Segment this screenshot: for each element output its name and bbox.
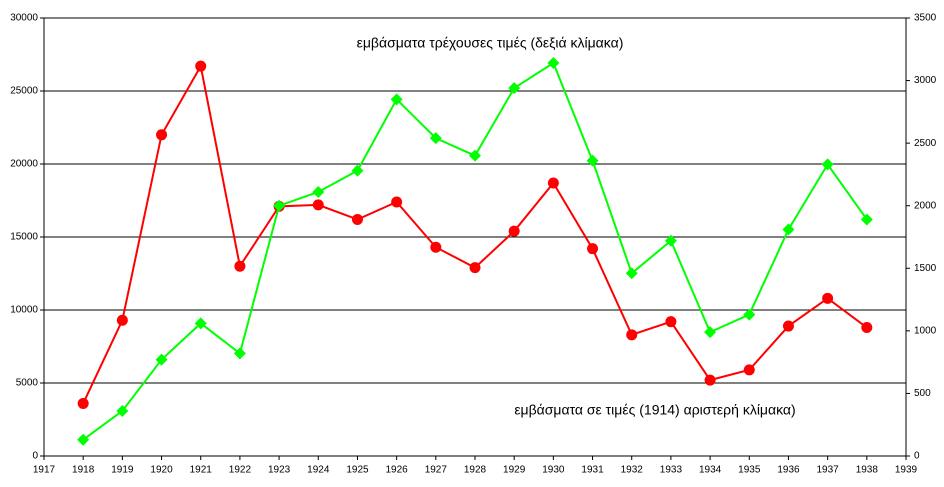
y2-tick-label: 1500 xyxy=(914,263,937,274)
marker xyxy=(469,262,481,274)
marker xyxy=(860,213,873,226)
y-tick-label: 25000 xyxy=(10,86,38,97)
marker xyxy=(822,292,834,304)
marker xyxy=(469,149,481,162)
x-tick-label: 1923 xyxy=(268,465,291,476)
x-tick-label: 1935 xyxy=(738,465,761,476)
x-tick-label: 1930 xyxy=(542,465,565,476)
x-tick-label: 1933 xyxy=(660,465,683,476)
marker xyxy=(782,223,795,236)
y-tick-label: 20000 xyxy=(10,159,38,170)
x-tick-label: 1929 xyxy=(503,465,526,476)
y2-tick-label: 3500 xyxy=(914,13,937,24)
marker xyxy=(390,93,403,106)
y2-tick-label: 1000 xyxy=(914,325,937,336)
marker xyxy=(312,185,325,198)
y2-tick-label: 500 xyxy=(914,388,931,399)
marker xyxy=(743,308,756,321)
marker xyxy=(77,433,90,446)
y2-tick-label: 2500 xyxy=(914,138,937,149)
marker xyxy=(664,234,677,247)
marker xyxy=(273,199,286,212)
x-tick-label: 1922 xyxy=(229,465,252,476)
marker xyxy=(195,60,207,72)
annotation: εμβάσματα σε τιμές (1914) αριστερή κλίμα… xyxy=(514,402,795,418)
x-tick-label: 1932 xyxy=(621,465,644,476)
marker xyxy=(430,241,442,253)
x-tick-label: 1936 xyxy=(777,465,800,476)
marker xyxy=(194,317,207,330)
x-tick-label: 1918 xyxy=(72,465,95,476)
marker xyxy=(782,320,794,332)
x-tick-label: 1924 xyxy=(307,465,330,476)
marker xyxy=(704,374,716,386)
x-tick-label: 1938 xyxy=(856,465,879,476)
marker xyxy=(391,196,403,208)
y-tick-label: 10000 xyxy=(10,305,38,316)
x-tick-label: 1937 xyxy=(817,465,840,476)
marker xyxy=(626,329,638,341)
marker xyxy=(547,177,559,189)
marker xyxy=(665,316,677,328)
y2-tick-label: 0 xyxy=(914,451,920,462)
x-tick-label: 1920 xyxy=(150,465,173,476)
x-tick-label: 1939 xyxy=(895,465,918,476)
y-tick-label: 30000 xyxy=(10,13,38,24)
series-line xyxy=(82,63,868,404)
x-tick-label: 1921 xyxy=(190,465,213,476)
y-tick-label: 5000 xyxy=(16,378,39,389)
y-tick-label: 0 xyxy=(32,451,38,462)
x-tick-label: 1927 xyxy=(425,465,448,476)
marker xyxy=(351,164,364,177)
marker xyxy=(312,199,324,211)
marker xyxy=(704,326,717,339)
y-tick-label: 15000 xyxy=(10,232,38,243)
marker xyxy=(508,225,520,237)
marker xyxy=(351,213,363,225)
x-tick-label: 1919 xyxy=(111,465,134,476)
x-tick-label: 1925 xyxy=(346,465,369,476)
marker xyxy=(156,129,168,141)
marker xyxy=(508,82,521,95)
x-tick-label: 1926 xyxy=(386,465,409,476)
x-tick-label: 1931 xyxy=(581,465,604,476)
marker xyxy=(155,353,168,366)
marker xyxy=(743,364,755,376)
x-tick-label: 1934 xyxy=(699,465,722,476)
marker xyxy=(861,322,873,334)
marker xyxy=(586,154,599,167)
y2-tick-label: 2000 xyxy=(914,200,937,211)
x-tick-label: 1928 xyxy=(464,465,487,476)
marker xyxy=(625,267,638,280)
marker xyxy=(587,243,599,255)
marker xyxy=(77,397,89,409)
marker xyxy=(116,404,129,417)
marker xyxy=(233,347,246,360)
marker xyxy=(116,314,128,326)
marker xyxy=(234,260,246,272)
x-tick-label: 1917 xyxy=(33,465,56,476)
marker xyxy=(821,158,834,171)
annotation: εμβάσματα τρέχουσες τιμές (δεξιά κλίμακα… xyxy=(357,35,624,51)
y2-tick-label: 3000 xyxy=(914,75,937,86)
marker xyxy=(429,132,442,145)
marker xyxy=(547,57,560,70)
